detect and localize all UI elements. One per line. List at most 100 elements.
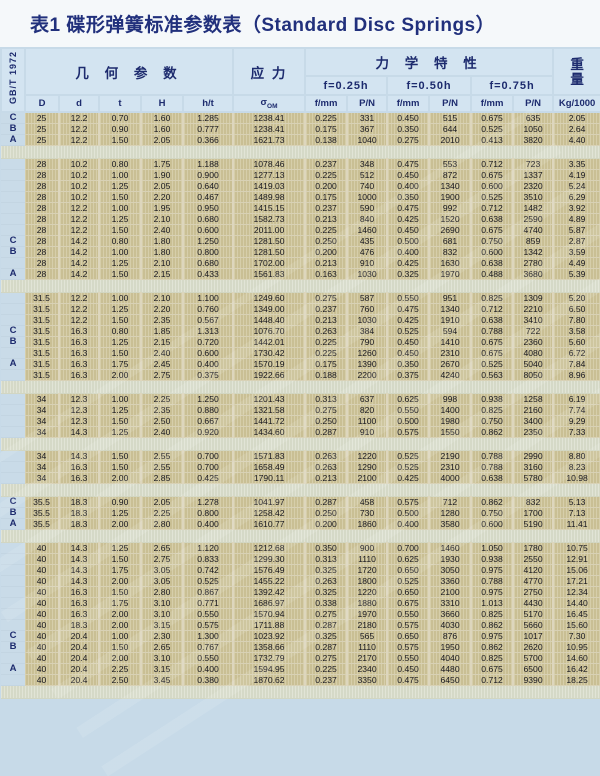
value-cell: 5.24 [553, 180, 600, 192]
value-cell: 15.60 [553, 619, 600, 631]
value-cell: 1658.49 [233, 461, 307, 473]
value-cell: 28 [25, 224, 60, 236]
value-cell: 1970 [429, 268, 473, 280]
value-cell: 0.488 [471, 268, 515, 280]
table-row: A 31.5 16.3 1.75 2.45 0.400 1570.19 0.175 1390 0.… [1, 358, 600, 370]
table-row: 40 16.3 1.75 3.10 0.771 1686.97 0.338 1880 0.675… [1, 597, 600, 609]
value-cell: 1212.68 [233, 542, 307, 554]
value-cell: 6.50 [553, 303, 600, 315]
value-cell: 0.413 [471, 134, 515, 146]
value-cell: 3.10 [141, 652, 184, 664]
value-cell: 1040 [347, 134, 389, 146]
value-cell: 1570.94 [233, 608, 307, 620]
value-cell: 0.675 [471, 224, 515, 236]
value-cell: 16.3 [59, 347, 100, 359]
value-cell: 35.5 [25, 496, 60, 508]
value-cell: 0.550 [387, 608, 431, 620]
value-cell: 6450 [429, 674, 473, 686]
table-row: 28 12.2 1.50 2.40 0.600 2011.00 0.225 1460 0.450… [1, 224, 600, 236]
value-cell: 7.74 [553, 404, 600, 416]
series-letter-cell [1, 180, 25, 192]
series-letter-cell: A [1, 268, 25, 280]
stress-header: 应 力 [232, 47, 307, 96]
value-cell: 0.188 [305, 369, 349, 381]
deflection-075h: f=0.75h [470, 75, 555, 96]
value-cell: 12.91 [553, 553, 600, 565]
value-cell: 0.200 [305, 180, 349, 192]
value-cell: 40 [25, 597, 60, 609]
value-cell: 31.5 [25, 347, 60, 359]
value-cell: 1561.83 [233, 268, 307, 280]
series-letter-cell [1, 213, 25, 225]
value-cell: 1.188 [183, 158, 235, 170]
value-cell: 1550 [429, 426, 473, 438]
value-cell: 18.3 [59, 619, 100, 631]
value-cell: 2.25 [141, 393, 184, 405]
value-cell: 0.750 [471, 415, 515, 427]
value-cell: 1.50 [99, 586, 142, 598]
value-cell: 0.213 [305, 257, 349, 269]
series-letter-cell [1, 450, 25, 462]
value-cell: 8.23 [553, 461, 600, 473]
value-cell: 1621.73 [233, 134, 307, 146]
value-cell: 0.200 [305, 518, 349, 530]
value-cell: 594 [429, 325, 473, 337]
value-cell: 0.90 [99, 123, 142, 135]
value-cell: 0.700 [183, 450, 235, 462]
value-cell: 0.425 [387, 257, 431, 269]
value-cell: 1.25 [99, 426, 142, 438]
value-cell: 1.50 [99, 268, 142, 280]
value-cell: 14.2 [59, 268, 100, 280]
value-cell: 16.3 [59, 586, 100, 598]
series-letter-cell [1, 191, 25, 203]
value-cell: 730 [347, 507, 389, 519]
value-cell: 2360 [513, 336, 555, 348]
table-row: 40 14.3 1.75 3.05 0.742 1576.49 0.325 1720 0.650… [1, 564, 600, 576]
value-cell: 4770 [513, 575, 555, 587]
value-cell: 3.59 [553, 246, 600, 258]
spacer-row [1, 145, 600, 159]
geometry-header: 几 何 参 数 [23, 47, 235, 96]
value-cell: 0.650 [387, 630, 431, 642]
series-letter-cell [1, 158, 25, 170]
value-cell: 1358.66 [233, 641, 307, 653]
value-cell: 0.675 [471, 336, 515, 348]
table-row: 40 14.3 1.50 2.75 0.833 1299.30 0.313 1110 0.625… [1, 553, 600, 565]
value-cell: 2.15 [141, 336, 184, 348]
value-cell: 1000 [347, 191, 389, 203]
value-cell: 1281.50 [233, 246, 307, 258]
value-cell: 331 [347, 112, 389, 124]
value-cell: 16.3 [59, 336, 100, 348]
value-cell: 5660 [513, 619, 555, 631]
value-cell: 0.313 [305, 393, 349, 405]
value-cell: 28 [25, 246, 60, 258]
value-cell: 1419.03 [233, 180, 307, 192]
value-cell: 0.400 [387, 180, 431, 192]
value-cell: 0.862 [471, 641, 515, 653]
value-cell: 0.425 [387, 213, 431, 225]
value-cell: 0.600 [183, 224, 235, 236]
spacer-row [1, 437, 600, 451]
value-cell: 8.80 [553, 450, 600, 462]
value-cell: 1.50 [99, 191, 142, 203]
value-cell: 2180 [347, 619, 389, 631]
table-row: 40 18.3 2.00 3.15 0.575 1711.88 0.287 2180 0.575… [1, 619, 600, 631]
value-cell: 1.00 [99, 393, 142, 405]
value-cell: 1238.41 [233, 112, 307, 124]
value-cell: 4.89 [553, 213, 600, 225]
value-cell: 0.675 [471, 169, 515, 181]
value-cell: 1.50 [99, 314, 142, 326]
value-cell: 1.80 [141, 246, 184, 258]
value-cell: 1.25 [99, 303, 142, 315]
value-cell: 0.350 [387, 191, 431, 203]
value-cell: 644 [429, 123, 473, 135]
value-cell: 998 [429, 393, 473, 405]
value-cell: 1.00 [99, 246, 142, 258]
value-cell: 3050 [429, 564, 473, 576]
value-cell: 0.525 [387, 325, 431, 337]
value-cell: 0.825 [471, 292, 515, 304]
table-row: 31.5 16.3 2.00 2.75 0.375 1922.66 0.188 2200 0.3… [1, 369, 600, 381]
header-row-groups: GB/T 1972 几 何 参 数 应 力 力 学 特 性 重 量 [0, 47, 600, 113]
value-cell: 2.50 [99, 674, 142, 686]
value-cell: 2620 [513, 641, 555, 653]
